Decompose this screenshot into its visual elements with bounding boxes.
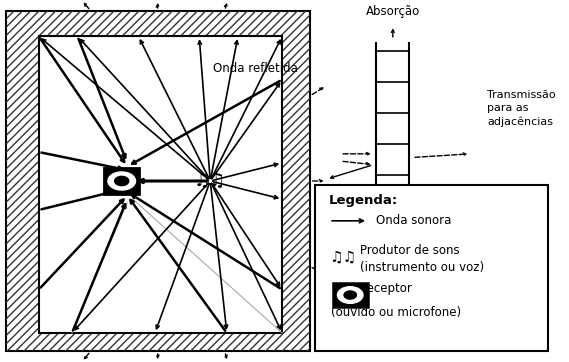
Circle shape [114, 176, 129, 186]
Text: Absorção: Absorção [366, 5, 420, 18]
Bar [6, 11, 310, 351]
Circle shape [337, 287, 363, 303]
Text: Transmissão
para as
adjacências: Transmissão para as adjacências [487, 90, 555, 127]
Circle shape [344, 291, 356, 299]
Text: Produtor de sons: Produtor de sons [360, 244, 459, 257]
Bar [39, 36, 282, 333]
Bar [6, 11, 310, 351]
Text: Receptor: Receptor [360, 282, 413, 295]
Text: ♫♫: ♫♫ [329, 249, 356, 265]
Text: ♫♫: ♫♫ [194, 172, 226, 190]
Text: Onda sonora incidente: Onda sonora incidente [332, 205, 466, 218]
Text: (ouvido ou microfone): (ouvido ou microfone) [331, 306, 461, 319]
Text: Legenda:: Legenda: [329, 194, 398, 207]
Text: Onda refletida: Onda refletida [213, 62, 298, 75]
Text: Onda sonora: Onda sonora [376, 214, 452, 227]
Circle shape [108, 172, 135, 190]
Text: (instrumento ou voz): (instrumento ou voz) [360, 261, 484, 274]
Bar [332, 283, 368, 307]
Bar [315, 185, 548, 351]
Bar [104, 168, 139, 194]
